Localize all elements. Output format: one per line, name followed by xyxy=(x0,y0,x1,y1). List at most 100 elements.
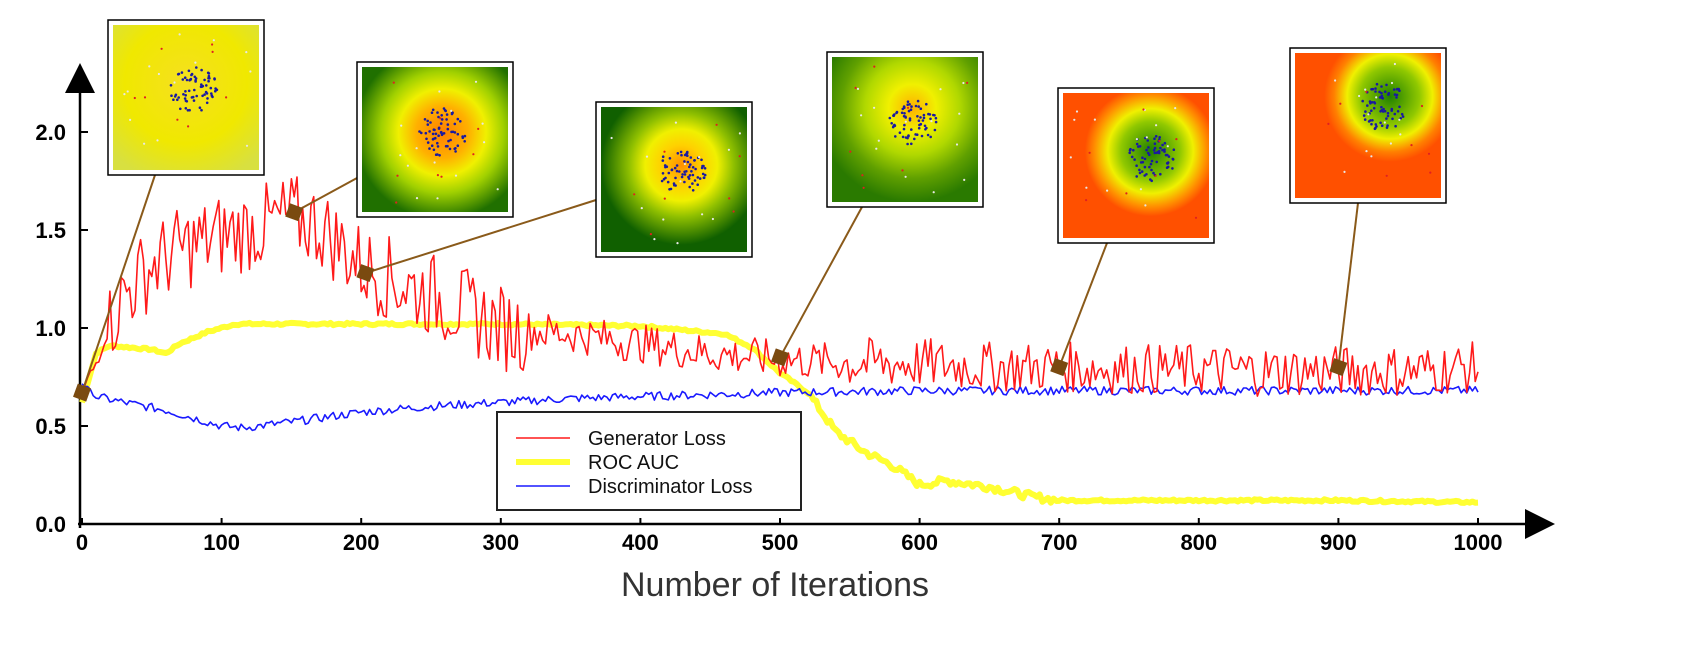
inset-point xyxy=(431,138,435,141)
inset-point xyxy=(1380,105,1383,109)
inset-point xyxy=(910,105,913,108)
inset-point xyxy=(160,47,163,50)
inset-point xyxy=(1140,170,1144,173)
inset-point xyxy=(170,94,173,97)
inset-point xyxy=(446,123,450,126)
inset-point xyxy=(399,154,402,157)
inset-snapshot xyxy=(107,19,265,176)
inset-point xyxy=(1394,124,1397,128)
inset-point xyxy=(680,175,684,179)
inset-point xyxy=(1393,62,1396,66)
inset-point xyxy=(934,120,938,124)
inset-point xyxy=(670,168,674,172)
inset-point xyxy=(1153,151,1157,155)
inset-point xyxy=(933,114,936,117)
inset-point xyxy=(183,97,187,100)
inset-point xyxy=(205,84,208,87)
inset-point xyxy=(1163,150,1166,153)
inset-point xyxy=(676,152,680,155)
inset-point xyxy=(1144,204,1147,207)
inset-point xyxy=(1327,122,1330,125)
x-tick-label: 900 xyxy=(1320,530,1357,555)
snapshot-marker xyxy=(771,348,789,367)
inset-point xyxy=(921,119,925,122)
inset-point xyxy=(680,153,683,157)
inset-point xyxy=(668,157,672,160)
inset-point xyxy=(892,114,895,117)
inset-point xyxy=(934,116,938,120)
inset-point xyxy=(633,193,636,196)
inset-point xyxy=(1141,156,1144,159)
inset-point xyxy=(920,134,924,138)
inset-point xyxy=(454,147,457,150)
inset-point xyxy=(225,96,228,99)
inset-point xyxy=(439,122,443,125)
connector-line xyxy=(1337,202,1359,368)
inset-point xyxy=(1358,94,1361,98)
inset-point xyxy=(446,127,450,131)
inset-point xyxy=(1364,88,1367,91)
inset-point xyxy=(129,118,132,121)
inset-point xyxy=(916,115,919,118)
inset-point xyxy=(1385,83,1388,87)
inset-point xyxy=(1145,136,1148,139)
inset-point xyxy=(176,98,179,102)
legend-label: Discriminator Loss xyxy=(588,476,752,498)
inset-point xyxy=(148,65,151,68)
inset-point xyxy=(1367,120,1371,123)
inset-point xyxy=(214,89,217,93)
inset-point xyxy=(903,106,906,110)
inset-point xyxy=(693,159,696,162)
inset-point xyxy=(429,121,432,124)
inset-point xyxy=(906,100,910,103)
inset-point xyxy=(406,164,409,167)
inset-point xyxy=(683,153,687,157)
inset-point xyxy=(1171,157,1175,161)
inset-point xyxy=(187,69,191,73)
inset-point xyxy=(207,79,210,83)
inset-point xyxy=(1386,124,1389,127)
inset-point xyxy=(463,140,467,143)
snapshot-marker xyxy=(73,383,91,402)
inset-point xyxy=(426,123,430,126)
inset-point xyxy=(922,113,926,117)
inset-point xyxy=(1374,123,1378,126)
inset-point xyxy=(687,177,691,180)
inset-point xyxy=(907,134,910,137)
inset-point xyxy=(1148,153,1151,157)
inset-point xyxy=(698,156,701,159)
inset-point xyxy=(1093,118,1096,121)
inset-point xyxy=(1142,108,1145,111)
inset-point xyxy=(686,154,689,157)
inset-point xyxy=(453,122,457,126)
inset-point xyxy=(1085,186,1088,189)
inset-point xyxy=(690,170,693,173)
inset-point xyxy=(1161,143,1164,147)
inset-point xyxy=(1171,167,1174,170)
inset-point xyxy=(1085,199,1088,202)
inset-point xyxy=(194,61,197,64)
inset-point xyxy=(209,86,213,90)
inset-point xyxy=(888,116,892,120)
inset-point xyxy=(1135,175,1138,178)
inset-point xyxy=(425,137,428,141)
inset-point xyxy=(875,147,878,150)
inset-point xyxy=(1396,110,1400,113)
inset-snapshot xyxy=(595,101,753,258)
inset-heatmap xyxy=(362,67,508,212)
inset-point xyxy=(909,108,913,111)
inset-point xyxy=(173,81,176,84)
inset-point xyxy=(207,74,211,78)
inset-point xyxy=(191,95,195,99)
inset-point xyxy=(184,99,188,103)
inset-point xyxy=(1154,135,1158,138)
inset-point xyxy=(701,213,704,216)
inset-point xyxy=(856,87,860,90)
inset-point xyxy=(426,141,430,144)
inset-point xyxy=(481,122,484,125)
inset-point xyxy=(214,87,217,90)
inset-point xyxy=(1159,146,1162,150)
inset-point xyxy=(483,141,486,144)
inset-point xyxy=(1393,112,1397,116)
